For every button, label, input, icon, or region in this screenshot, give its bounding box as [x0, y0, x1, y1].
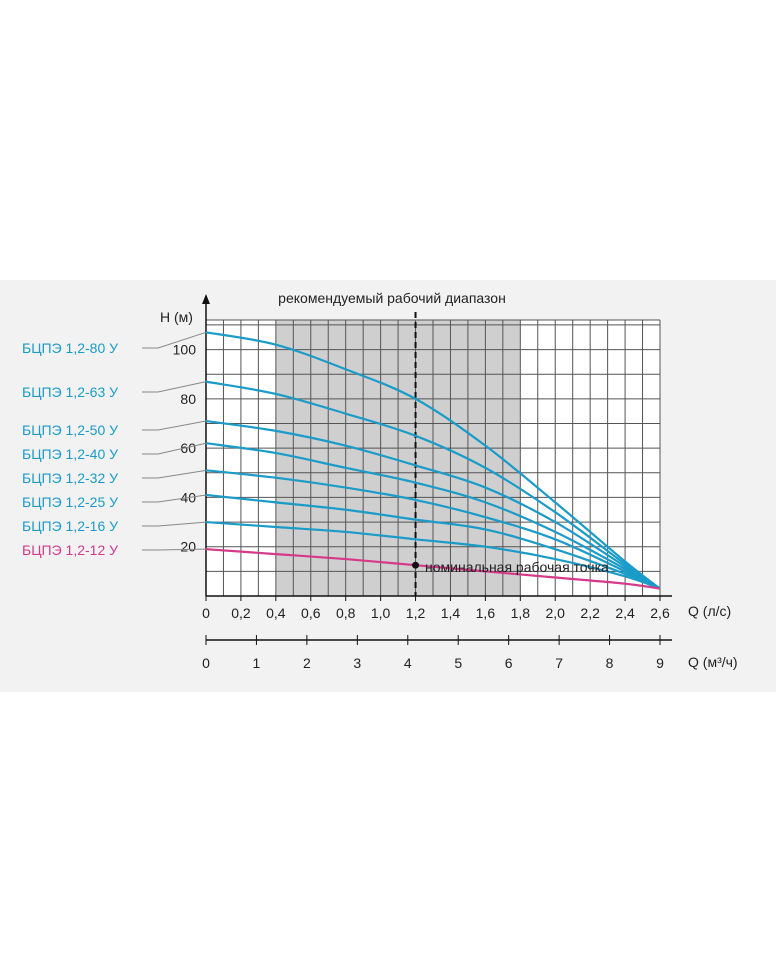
- series-label: БЦПЭ 1,2-12 У: [22, 542, 118, 558]
- series-label: БЦПЭ 1,2-16 У: [22, 518, 118, 534]
- series-labels: БЦПЭ 1,2-80 У БЦПЭ 1,2-63 У БЦПЭ 1,2-50 У Б…: [22, 331, 420, 569]
- series-line: [205, 548, 661, 590]
- x-tick-label: 1,0: [371, 605, 391, 621]
- series-label: БЦПЭ 1,2-40 У: [22, 446, 118, 462]
- y-tick-label: 100: [173, 342, 197, 358]
- series-line: [205, 520, 661, 590]
- x2-tick-label: 6: [505, 655, 513, 671]
- x-tick-label: 2,0: [545, 605, 565, 621]
- axes: 0 0,2 0,4 0,6 0,8 1,0 1,2 1,4 1,6 1,8 2,0 2,2 2,4 2,6…: [173, 294, 672, 671]
- x-tick-label: 0,4: [266, 605, 286, 621]
- x-tick-label: 0,6: [301, 605, 321, 621]
- x-tick-label: 0,8: [336, 605, 356, 621]
- series-label: БЦПЭ 1,2-80 У: [22, 340, 118, 356]
- series-leader-line: [157, 548, 207, 551]
- x-tick-label: 2,2: [580, 605, 600, 621]
- chart-text: рекомендуемый рабочий диапазон H (м) Q (…: [160, 290, 738, 670]
- nominal-point-annotation: номинальная рабочая точка: [425, 559, 609, 575]
- series-label: БЦПЭ 1,2-63 У: [22, 384, 118, 400]
- x-tick-label: 2,6: [650, 605, 670, 621]
- x2-tick-label: 0: [202, 655, 210, 671]
- x2-axis-label: Q (м³/ч): [688, 654, 738, 670]
- chart-title: рекомендуемый рабочий диапазон: [278, 290, 506, 306]
- series-label: БЦПЭ 1,2-32 У: [22, 470, 118, 486]
- series-leader-line: [157, 331, 207, 349]
- series-lines: [205, 331, 661, 590]
- series-line: [205, 419, 661, 590]
- series-line: [205, 469, 661, 590]
- x-tick-label: 1,8: [511, 605, 531, 621]
- y-axis-label: H (м): [160, 309, 193, 325]
- series-line: [205, 331, 661, 590]
- x-axis-label: Q (л/с): [688, 603, 731, 619]
- x-tick-label: 1,6: [476, 605, 496, 621]
- x-tick-label: 2,4: [615, 605, 635, 621]
- series-label: БЦПЭ 1,2-25 У: [22, 494, 118, 510]
- x2-tick-label: 8: [606, 655, 614, 671]
- x-tick-label: 0,2: [231, 605, 251, 621]
- series-line: [205, 493, 661, 590]
- x2-tick-label: 2: [303, 655, 311, 671]
- x2-tick-label: 3: [353, 655, 361, 671]
- x2-tick-label: 4: [404, 655, 412, 671]
- series-leader-line: [157, 420, 207, 431]
- x2-tick-label: 5: [454, 655, 462, 671]
- series-line: [205, 380, 661, 590]
- x2-tick-label: 1: [253, 655, 261, 671]
- series-leader-line: [157, 521, 207, 527]
- series-leader-line: [157, 381, 207, 393]
- nominal-point-marker: [412, 561, 420, 569]
- series-leader-line: [157, 442, 207, 455]
- x-tick-label: 0: [202, 605, 210, 621]
- series-leader-line: [157, 469, 207, 479]
- x-tick-label: 1,4: [441, 605, 461, 621]
- series-leader-line: [157, 494, 207, 503]
- series-label: БЦПЭ 1,2-50 У: [22, 422, 118, 438]
- y-tick-label: 80: [180, 391, 196, 407]
- series-line: [205, 442, 661, 590]
- x2-tick-label: 9: [656, 655, 664, 671]
- x2-tick-label: 7: [555, 655, 563, 671]
- y-tick-label: 60: [180, 440, 196, 456]
- x-tick-label: 1,2: [406, 605, 426, 621]
- y-axis-arrow: [202, 294, 210, 304]
- y-tick-label: 20: [180, 539, 196, 555]
